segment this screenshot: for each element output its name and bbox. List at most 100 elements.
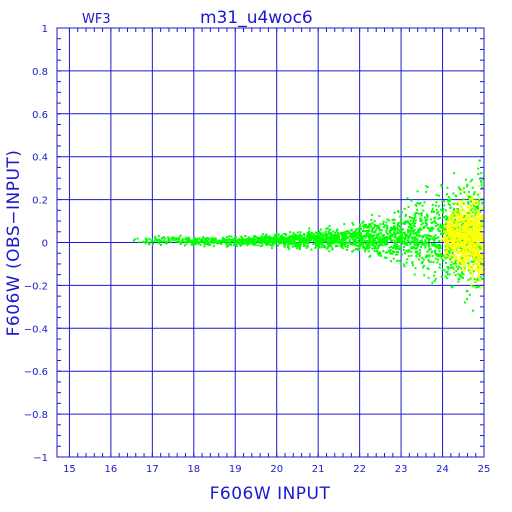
data-point (456, 212, 459, 215)
data-point (406, 258, 409, 261)
data-point (469, 265, 472, 268)
data-point (451, 233, 454, 236)
data-point (437, 217, 440, 220)
data-point (464, 228, 467, 231)
data-point (421, 260, 424, 263)
data-point (278, 240, 281, 243)
data-point (429, 238, 432, 241)
data-point (176, 238, 179, 241)
data-point (367, 225, 370, 228)
data-point (250, 237, 253, 240)
data-point (300, 234, 303, 237)
data-point (372, 237, 375, 240)
data-point (247, 239, 250, 242)
data-point (458, 187, 461, 190)
data-point (422, 266, 425, 269)
data-point (187, 236, 190, 239)
data-point (293, 236, 296, 239)
data-point (283, 242, 286, 245)
data-point (467, 223, 470, 226)
data-point (406, 243, 409, 246)
data-point (467, 191, 470, 194)
data-point (332, 235, 335, 238)
data-point (478, 268, 481, 271)
data-point (202, 236, 205, 239)
data-point (467, 195, 470, 198)
data-point (418, 242, 421, 245)
data-point (391, 252, 394, 255)
data-point (416, 202, 419, 205)
data-point (414, 216, 417, 219)
data-point (298, 248, 301, 251)
data-point (476, 241, 479, 244)
data-point (339, 245, 342, 248)
data-point (458, 232, 461, 235)
data-point (156, 240, 159, 243)
data-point (364, 225, 367, 228)
data-point (465, 217, 468, 220)
data-point (401, 235, 404, 238)
data-point (449, 257, 452, 260)
data-point (462, 253, 465, 256)
data-point (437, 211, 440, 214)
data-point (215, 241, 218, 244)
data-point (409, 243, 412, 246)
data-point (482, 238, 485, 241)
data-point (260, 238, 263, 241)
data-point (449, 229, 452, 232)
data-point (296, 237, 299, 240)
data-point (374, 239, 377, 242)
data-point (382, 237, 385, 240)
data-point (428, 248, 431, 251)
data-point (466, 243, 469, 246)
data-point (454, 248, 457, 251)
data-point (199, 243, 202, 246)
data-point (469, 206, 472, 209)
data-point (407, 230, 410, 233)
data-point (432, 227, 435, 230)
data-point (298, 233, 301, 236)
data-point (470, 254, 473, 257)
data-point (449, 217, 452, 220)
data-point (410, 250, 413, 253)
data-point (478, 177, 481, 180)
data-point (461, 213, 464, 216)
data-point (291, 245, 294, 248)
data-point (222, 239, 225, 242)
data-point (375, 243, 378, 246)
data-point (430, 251, 433, 254)
data-point (449, 233, 452, 236)
data-point (395, 232, 398, 235)
data-point (454, 249, 457, 252)
data-point (316, 241, 319, 244)
data-point (446, 222, 449, 225)
data-point (424, 244, 427, 247)
data-point (451, 251, 454, 254)
data-point (318, 240, 321, 243)
data-point (466, 213, 469, 216)
data-point (444, 223, 447, 226)
data-point (400, 220, 403, 223)
data-point (467, 251, 470, 254)
data-point (278, 242, 281, 245)
data-point (400, 240, 403, 243)
data-point (420, 239, 423, 242)
data-point (373, 241, 376, 244)
data-point (401, 231, 404, 234)
data-point (290, 242, 293, 245)
data-point (451, 249, 454, 252)
data-point (471, 222, 474, 225)
data-point (445, 228, 448, 231)
data-point (385, 231, 388, 234)
data-point (209, 239, 212, 242)
data-point (305, 246, 308, 249)
data-point (448, 239, 451, 242)
data-point (367, 240, 370, 243)
data-point (468, 208, 471, 211)
data-point (450, 211, 453, 214)
data-point (330, 240, 333, 243)
data-point (474, 239, 477, 242)
data-point (341, 233, 344, 236)
data-point (439, 247, 442, 250)
data-point (466, 223, 469, 226)
